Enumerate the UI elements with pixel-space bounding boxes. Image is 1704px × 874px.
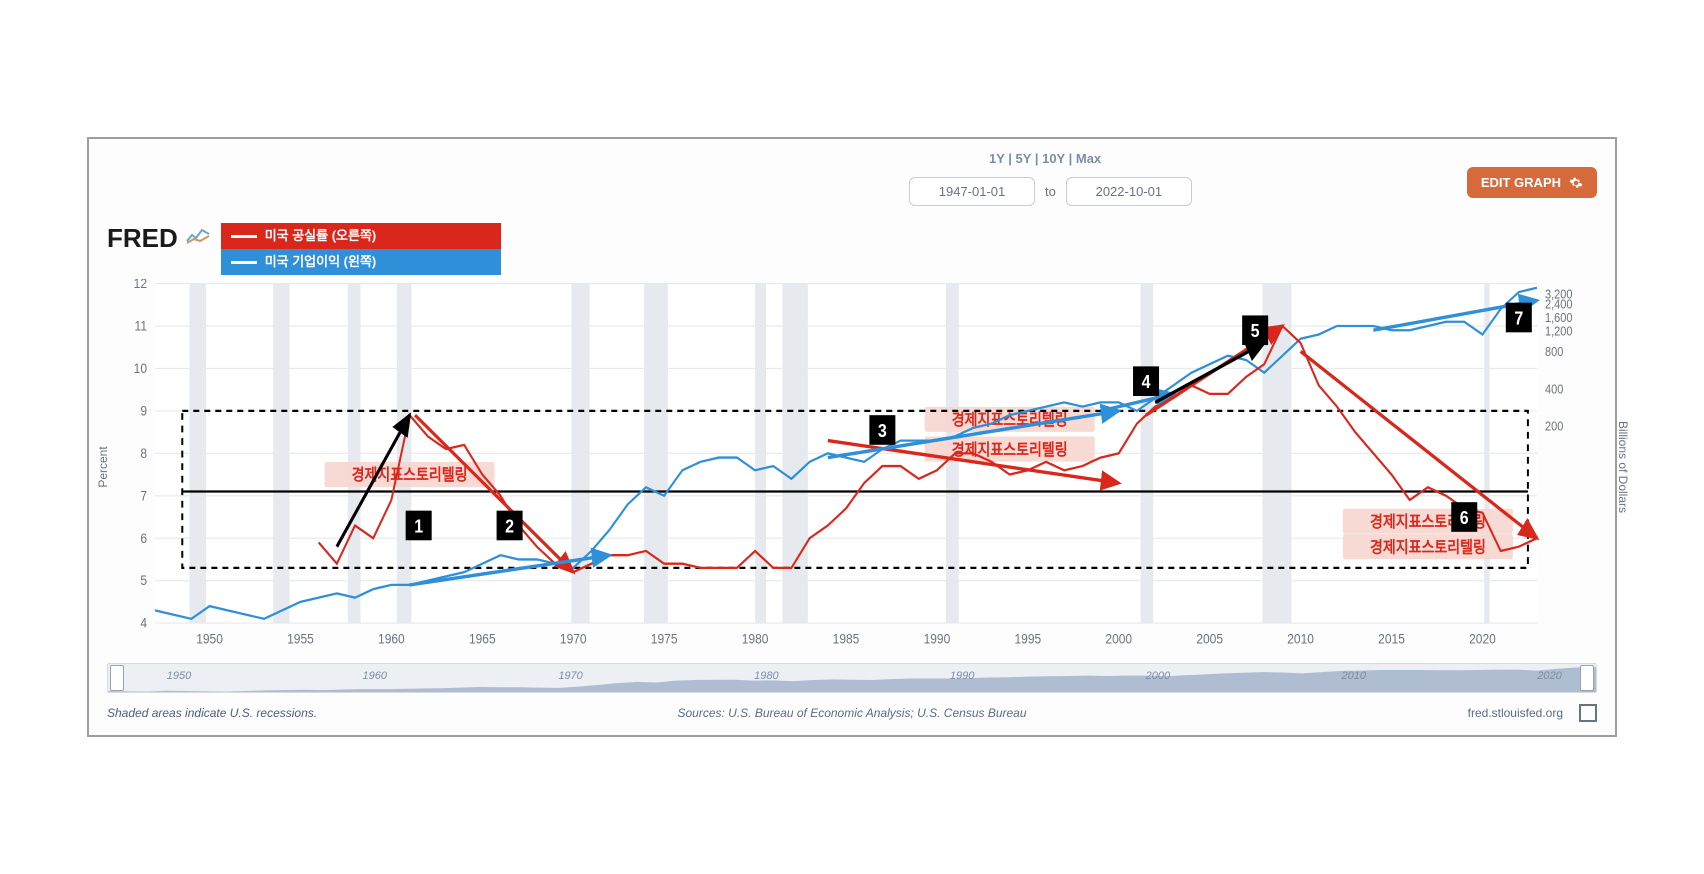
svg-text:2015: 2015 xyxy=(1378,631,1405,647)
range-links[interactable]: 1Y | 5Y | 10Y | Max xyxy=(989,151,1101,166)
svg-text:2020: 2020 xyxy=(1469,631,1496,647)
chart-frame: 1Y | 5Y | 10Y | Max 1947-01-01 to 2022-1… xyxy=(87,137,1617,737)
svg-text:경제지표스토리텔링: 경제지표스토리텔링 xyxy=(352,465,468,484)
svg-text:12: 12 xyxy=(134,279,147,291)
svg-text:400: 400 xyxy=(1545,383,1564,397)
svg-text:경제지표스토리텔링: 경제지표스토리텔링 xyxy=(1370,538,1486,557)
range-tick: 1960 xyxy=(363,670,387,682)
range-sep: | xyxy=(1069,151,1076,166)
footer: Shaded areas indicate U.S. recessions. S… xyxy=(107,703,1597,723)
range-max[interactable]: Max xyxy=(1076,151,1101,166)
svg-text:1995: 1995 xyxy=(1014,631,1041,647)
range-slider-area xyxy=(108,664,1596,692)
range-tick: 2010 xyxy=(1341,670,1365,682)
svg-text:1,200: 1,200 xyxy=(1545,325,1573,339)
range-tick: 2020 xyxy=(1537,670,1561,682)
range-tick: 1990 xyxy=(950,670,974,682)
legend-block: FRED 미국 공실률 (오른쪽) 미국 기업이익 (왼쪽) xyxy=(107,223,501,275)
range-slider[interactable]: 1950 1960 1970 1980 1990 2000 2010 2020 xyxy=(107,663,1597,693)
edit-graph-label: EDIT GRAPH xyxy=(1481,175,1561,190)
svg-text:9: 9 xyxy=(140,403,147,419)
top-controls: 1Y | 5Y | 10Y | Max 1947-01-01 to 2022-1… xyxy=(89,149,1615,219)
svg-text:4: 4 xyxy=(140,615,147,631)
svg-text:1960: 1960 xyxy=(378,631,405,647)
fred-logo: FRED xyxy=(107,223,178,254)
svg-text:2: 2 xyxy=(505,515,514,536)
legend-line-icon xyxy=(231,235,257,238)
svg-text:2010: 2010 xyxy=(1287,631,1314,647)
svg-text:1950: 1950 xyxy=(196,631,223,647)
svg-text:4: 4 xyxy=(1142,371,1151,392)
range-sep: | xyxy=(1035,151,1042,166)
legend-label: 미국 공실률 (오른쪽) xyxy=(265,223,377,249)
svg-text:2000: 2000 xyxy=(1105,631,1132,647)
y-right-axis-title: Billions of Dollars xyxy=(1616,421,1630,513)
legend-item-vacancy[interactable]: 미국 공실률 (오른쪽) xyxy=(221,223,501,249)
svg-text:1,600: 1,600 xyxy=(1545,311,1573,325)
svg-text:7: 7 xyxy=(1514,307,1523,328)
date-to-input[interactable]: 2022-10-01 xyxy=(1066,177,1192,206)
range-sep: | xyxy=(1008,151,1015,166)
svg-text:1: 1 xyxy=(414,515,423,536)
svg-text:7: 7 xyxy=(140,488,147,504)
range-handle-right[interactable] xyxy=(1580,665,1594,691)
footer-site: fred.stlouisfed.org xyxy=(1468,706,1563,720)
range-tick: 2000 xyxy=(1146,670,1170,682)
y-left-axis-title: Percent xyxy=(96,446,110,487)
svg-text:8: 8 xyxy=(140,445,147,461)
svg-text:경제지표스토리텔링: 경제지표스토리텔링 xyxy=(952,440,1068,459)
fullscreen-icon[interactable] xyxy=(1579,704,1597,722)
gear-icon xyxy=(1569,176,1583,190)
svg-text:200: 200 xyxy=(1545,420,1564,434)
svg-text:1990: 1990 xyxy=(924,631,951,647)
range-tick: 1950 xyxy=(167,670,191,682)
svg-text:2005: 2005 xyxy=(1196,631,1223,647)
svg-text:1965: 1965 xyxy=(469,631,496,647)
legend-item-profits[interactable]: 미국 기업이익 (왼쪽) xyxy=(221,249,501,275)
legend-line-icon xyxy=(231,261,257,264)
edit-graph-button[interactable]: EDIT GRAPH xyxy=(1467,167,1597,198)
svg-text:1955: 1955 xyxy=(287,631,314,647)
date-inputs: 1947-01-01 to 2022-10-01 xyxy=(909,177,1192,206)
svg-text:1975: 1975 xyxy=(651,631,678,647)
footer-recession-note: Shaded areas indicate U.S. recessions. xyxy=(107,706,317,720)
svg-text:1970: 1970 xyxy=(560,631,587,647)
range-10y[interactable]: 10Y xyxy=(1042,151,1065,166)
svg-text:5: 5 xyxy=(140,572,147,588)
range-1y[interactable]: 1Y xyxy=(989,151,1005,166)
chart-svg: 4567891011122004008001,2001,6002,4003,20… xyxy=(107,279,1597,655)
svg-text:경제지표스토리텔링: 경제지표스토리텔링 xyxy=(952,410,1068,429)
svg-text:3,200: 3,200 xyxy=(1545,288,1573,302)
svg-text:10: 10 xyxy=(134,360,147,376)
range-handle-left[interactable] xyxy=(110,665,124,691)
legend-label: 미국 기업이익 (왼쪽) xyxy=(265,249,377,275)
svg-text:6: 6 xyxy=(1460,507,1469,528)
svg-text:3: 3 xyxy=(878,420,887,441)
svg-text:5: 5 xyxy=(1251,320,1260,341)
svg-text:1985: 1985 xyxy=(833,631,860,647)
range-tick: 1980 xyxy=(754,670,778,682)
range-5y[interactable]: 5Y xyxy=(1016,151,1032,166)
footer-sources: Sources: U.S. Bureau of Economic Analysi… xyxy=(677,706,1026,720)
chart-area: Percent Billions of Dollars 456789101112… xyxy=(107,279,1597,655)
svg-text:1980: 1980 xyxy=(742,631,769,647)
range-tick: 1970 xyxy=(558,670,582,682)
chart-icon xyxy=(186,227,210,250)
date-from-input[interactable]: 1947-01-01 xyxy=(909,177,1035,206)
svg-text:11: 11 xyxy=(135,318,147,334)
date-to-label: to xyxy=(1045,184,1056,199)
svg-text:800: 800 xyxy=(1545,345,1564,359)
svg-text:6: 6 xyxy=(140,530,147,546)
